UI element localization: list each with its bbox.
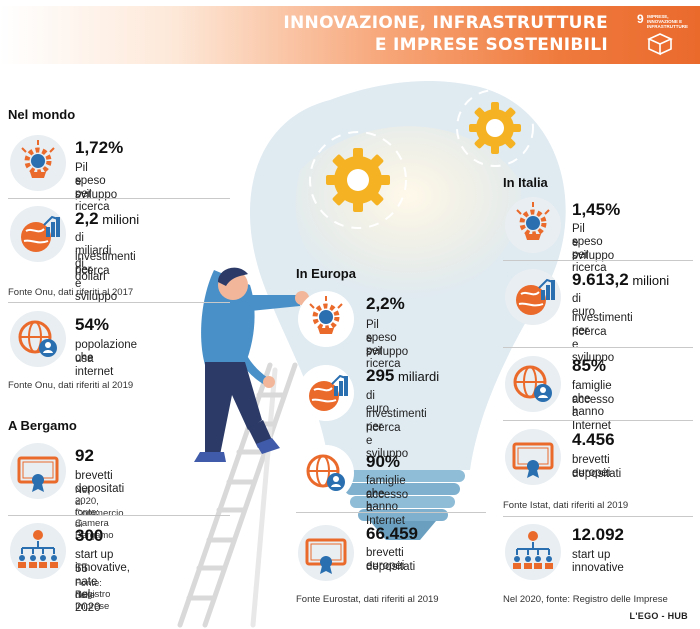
world-rd-invest-value-line: 2,2 milioni xyxy=(75,209,139,229)
org-chart-icon xyxy=(10,523,66,579)
bergamo-patents-note-2: di Commercio di Bergamo xyxy=(75,497,124,541)
world-source-2: Fonte Onu, dati riferiti al 2019 xyxy=(8,380,134,391)
certificate-icon xyxy=(505,429,561,485)
title-line-2: E IMPRESE SOSTENIBILI xyxy=(374,35,608,55)
italy-rd-gdp-desc-2: e sviluppo xyxy=(572,237,615,262)
cube-icon xyxy=(647,33,673,56)
italy-source-1: Fonte Istat, dati riferiti al 2019 xyxy=(503,500,629,511)
europe-rd-invest-unit: miliardi xyxy=(394,369,440,384)
world-rd-invest-value: 2,2 xyxy=(75,209,99,228)
bergamo-startups-desc-2: 55 nate nel 2020 xyxy=(75,563,101,614)
italy-internet-desc-2: accesso a Internet xyxy=(572,394,615,432)
italy-patents-value: 4.456 xyxy=(572,430,615,449)
europe-rd-invest-value: 295 xyxy=(366,366,395,385)
gear-right-icon xyxy=(456,89,534,167)
person-illustration xyxy=(194,267,309,462)
divider xyxy=(503,347,693,348)
europe-rd-gdp-value: 2,2% xyxy=(366,294,405,313)
page-title: INNOVAZIONE, INFRASTRUTTURE E IMPRESE SO… xyxy=(283,12,608,56)
world-internet-desc-1: popolazione che xyxy=(75,339,138,364)
europe-patents-value: 66.459 xyxy=(366,524,418,543)
certificate-icon xyxy=(298,525,354,581)
europe-rd-invest-desc-2: investimenti per xyxy=(366,408,427,433)
world-rd-invest-desc-2: investimenti per xyxy=(75,251,136,276)
italy-rd-invest-desc-3: ricerca e sviluppo xyxy=(572,326,615,364)
sdg-number: 9 xyxy=(637,12,644,26)
bergamo-patents-note-1: Nel 2020, fonte: Camera xyxy=(75,485,109,529)
gear-left-icon xyxy=(309,131,407,229)
section-heading-europe: In Europa xyxy=(296,266,356,281)
bergamo-startups-desc-1: start up innovative, xyxy=(75,549,130,574)
world-rd-invest-unit: milioni xyxy=(98,212,140,227)
divider xyxy=(503,420,693,421)
italy-startups-value: 12.092 xyxy=(572,525,624,544)
europe-rd-invest-desc-3: ricerca e sviluppo xyxy=(366,422,409,460)
europe-rd-gdp-desc-2: e sviluppo xyxy=(366,333,409,358)
italy-source-2: Nel 2020, fonte: Registro delle Imprese xyxy=(503,594,668,605)
world-internet-value: 54% xyxy=(75,315,110,334)
bulb-base-ring xyxy=(340,470,465,482)
globe-user-icon xyxy=(505,356,561,412)
italy-rd-invest-value: 9.613,2 xyxy=(572,270,629,289)
europe-internet-desc-2: accesso a Internet xyxy=(366,489,409,527)
divider xyxy=(8,302,230,303)
globe-chart-icon xyxy=(298,365,354,421)
europe-patents-desc-1: brevetti europei xyxy=(366,547,405,572)
italy-internet-desc-1: famiglie che hanno xyxy=(572,380,612,418)
sdg-logo: 9 IMPRESE, INNOVAZIONE E INFRASTRUTTURE xyxy=(633,10,688,60)
gear-bulb-icon xyxy=(10,135,66,191)
credit-label: L'EGO - HUB xyxy=(629,611,688,621)
divider xyxy=(8,515,230,516)
europe-source: Fonte Eurostat, dati riferiti al 2019 xyxy=(296,594,439,605)
globe-user-icon xyxy=(298,445,354,501)
globe-chart-icon xyxy=(10,206,66,262)
section-heading-italy: In Italia xyxy=(503,175,548,190)
bergamo-startups-note-2: delle Imprese xyxy=(75,590,110,612)
section-heading-bergamo: A Bergamo xyxy=(8,418,77,433)
bergamo-startups-note-1: Fonte: Registro xyxy=(75,578,111,600)
section-heading-world: Nel mondo xyxy=(8,107,76,122)
world-rd-invest-desc-3: ricerca e sviluppo xyxy=(75,265,118,303)
divider xyxy=(503,516,693,517)
europe-rd-invest-value-line: 295 miliardi xyxy=(366,366,439,386)
europe-rd-gdp-desc-1: Pil speso per ricerca xyxy=(366,319,401,370)
europe-patents-desc-2: depositati xyxy=(366,561,416,573)
italy-patents-desc-2: depositati xyxy=(572,468,622,480)
italy-rd-invest-value-line: 9.613,2 milioni xyxy=(572,270,669,290)
europe-rd-invest-desc-1: di euro xyxy=(366,390,390,415)
gear-bulb-icon xyxy=(505,197,561,253)
certificate-icon xyxy=(10,443,66,499)
globe-user-icon xyxy=(10,311,66,367)
italy-rd-invest-unit: milioni xyxy=(628,273,670,288)
italy-patents-desc-1: brevetti europei xyxy=(572,454,611,479)
gear-bulb-icon xyxy=(298,291,354,347)
divider xyxy=(296,512,486,513)
title-line-1: INNOVAZIONE, INFRASTRUTTURE xyxy=(283,13,608,33)
world-rd-invest-desc-1: di miliardi di dollari xyxy=(75,232,112,283)
divider xyxy=(8,198,230,199)
org-chart-icon xyxy=(505,524,561,580)
bergamo-startups-value: 300 xyxy=(75,526,104,545)
bergamo-patents-value: 92 xyxy=(75,446,94,465)
header-banner xyxy=(0,6,700,64)
italy-rd-invest-desc-1: di euro xyxy=(572,293,596,318)
world-internet-desc-2: usa internet xyxy=(75,353,114,378)
world-rd-gdp-value: 1,72% xyxy=(75,138,124,157)
italy-rd-gdp-desc-1: Pil speso per ricerca xyxy=(572,223,607,274)
globe-chart-icon xyxy=(505,269,561,325)
italy-rd-gdp-value: 1,45% xyxy=(572,200,621,219)
header: INNOVAZIONE, INFRASTRUTTURE E IMPRESE SO… xyxy=(0,0,700,70)
world-source-1: Fonte Onu, dati riferiti al 2017 xyxy=(8,287,134,298)
sdg-text: IMPRESE, INNOVAZIONE E INFRASTRUTTURE xyxy=(647,14,688,29)
europe-internet-value: 90% xyxy=(366,452,401,471)
world-rd-gdp-desc-1: Pil speso per ricerca xyxy=(75,162,110,213)
divider xyxy=(503,260,693,261)
italy-internet-value: 85% xyxy=(572,356,607,375)
italy-rd-invest-desc-2: investimenti per xyxy=(572,312,633,337)
italy-startups-desc-1: start up innovative xyxy=(572,549,624,574)
europe-internet-desc-1: famiglie che hanno xyxy=(366,475,406,513)
bergamo-patents-desc-1: brevetti depositati xyxy=(75,470,125,495)
